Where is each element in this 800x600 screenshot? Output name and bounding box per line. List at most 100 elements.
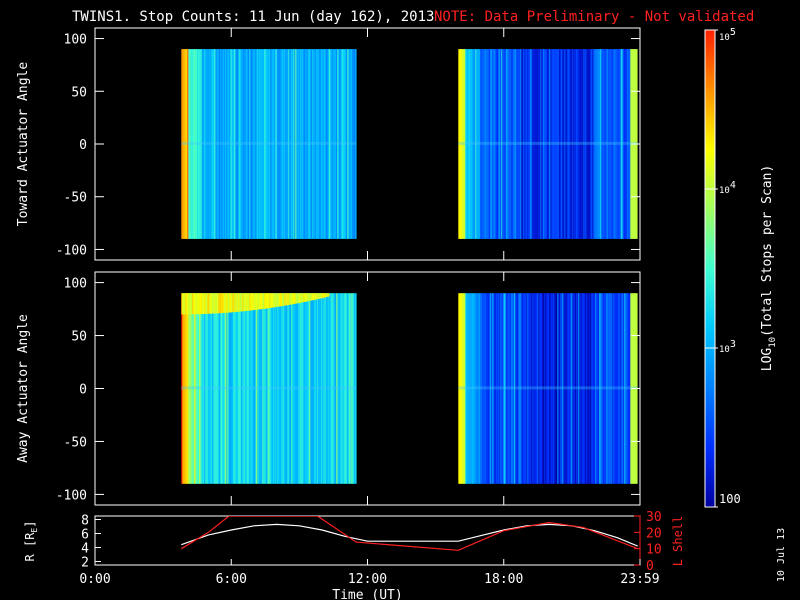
- heatmap-column: [584, 293, 586, 484]
- heatmap-column: [182, 49, 184, 239]
- heatmap-column: [595, 293, 597, 484]
- heatmap-column: [490, 49, 492, 239]
- heatmap-band-column: [212, 293, 214, 314]
- heatmap-band-column: [296, 293, 298, 304]
- heatmap-band-column: [291, 293, 293, 305]
- heatmap-column: [341, 293, 343, 484]
- heatmap-column: [237, 293, 239, 484]
- heatmap-column: [592, 293, 594, 484]
- heatmap-column: [291, 49, 293, 239]
- heatmap-band-column: [234, 293, 236, 313]
- heatmap-column: [545, 293, 547, 484]
- left-y-axis-label: R [RE]: [23, 521, 39, 562]
- heatmap-band-column: [326, 293, 328, 297]
- heatmap-column: [239, 293, 241, 484]
- heatmap-column: [598, 49, 600, 239]
- heatmap-band-column: [248, 293, 250, 311]
- heatmap-column: [326, 49, 328, 239]
- heatmap-column: [280, 293, 282, 484]
- y-tick-label: 0: [79, 383, 87, 398]
- heatmap-column: [197, 49, 199, 239]
- heatmap-column: [603, 293, 605, 484]
- heatmap-column: [308, 49, 310, 239]
- heatmap-column: [297, 49, 299, 239]
- heatmap-band-column: [305, 293, 307, 302]
- heatmap-column: [518, 293, 520, 484]
- heatmap-column: [517, 49, 519, 239]
- heatmap-band-column: [232, 293, 234, 313]
- heatmap-column: [333, 293, 335, 484]
- heatmap-column: [281, 49, 283, 239]
- heatmap-band-column: [228, 293, 230, 313]
- heatmap-column: [204, 293, 206, 484]
- heatmap-band-column: [193, 293, 195, 315]
- heatmap-column: [563, 293, 565, 484]
- heatmap-column: [533, 49, 535, 239]
- heatmap-column: [594, 293, 596, 484]
- heatmap-column: [317, 49, 319, 239]
- heatmap-column: [482, 293, 484, 484]
- left-y-tick-label: 2: [81, 556, 89, 571]
- heatmap-column: [585, 293, 587, 484]
- heatmap-column: [327, 49, 329, 239]
- heatmap-column: [552, 293, 554, 484]
- heatmap-column: [539, 293, 541, 484]
- heatmap-column: [268, 293, 270, 484]
- heatmap-column: [593, 293, 595, 484]
- heatmap-column: [543, 293, 545, 484]
- heatmap-column: [564, 293, 566, 484]
- heatmap-band-column: [235, 293, 237, 312]
- heatmap-band-column: [210, 293, 212, 314]
- heatmap-column: [252, 293, 254, 484]
- heatmap-column: [344, 49, 346, 239]
- heatmap-column: [507, 293, 509, 484]
- heatmap-band-column: [256, 293, 258, 310]
- heatmap-column: [594, 49, 596, 239]
- heatmap-column: [187, 49, 189, 239]
- heatmap-column: [344, 293, 346, 484]
- heatmap-band-column: [282, 293, 284, 306]
- heatmap-column: [257, 49, 259, 239]
- heatmap-column: [570, 293, 572, 484]
- away-heatmap-block-2: [458, 293, 638, 484]
- heatmap-column: [245, 293, 247, 484]
- heatmap-column: [458, 49, 460, 239]
- heatmap-column: [183, 49, 185, 239]
- heatmap-column: [462, 49, 464, 239]
- heatmap-column: [183, 293, 185, 484]
- left-y-tick-label: 6: [81, 528, 89, 543]
- heatmap-column: [260, 293, 262, 484]
- heatmap-column: [466, 49, 468, 239]
- heatmap-band-column: [184, 293, 186, 315]
- heatmap-column: [499, 293, 501, 484]
- heatmap-column: [246, 49, 248, 239]
- heatmap-column: [535, 293, 537, 484]
- heatmap-column: [207, 49, 209, 239]
- heatmap-column: [523, 49, 525, 239]
- x-tick-label: 6:00: [216, 572, 247, 587]
- heatmap-column: [223, 49, 225, 239]
- heatmap-column: [316, 293, 318, 484]
- heatmap-column: [538, 293, 540, 484]
- heatmap-column: [325, 49, 327, 239]
- heatmap-column: [298, 49, 300, 239]
- heatmap-column: [573, 293, 575, 484]
- heatmap-column: [465, 49, 467, 239]
- heatmap-column: [297, 293, 299, 484]
- heatmap-column: [598, 293, 600, 484]
- heatmap-band-column: [285, 293, 287, 306]
- heatmap-column: [209, 293, 211, 484]
- heatmap-column: [592, 49, 594, 239]
- colorbar-label: LOG10(Total Stops per Scan): [760, 165, 778, 372]
- heatmap-band-column: [275, 293, 277, 308]
- heatmap-column: [536, 49, 538, 239]
- heatmap-column: [510, 49, 512, 239]
- heatmap-column: [585, 49, 587, 239]
- heatmap-column: [506, 49, 508, 239]
- heatmap-column: [489, 293, 491, 484]
- heatmap-column: [490, 293, 492, 484]
- heatmap-column: [334, 49, 336, 239]
- heatmap-band-column: [197, 293, 199, 315]
- heatmap-column: [212, 49, 214, 239]
- heatmap-column: [473, 293, 475, 484]
